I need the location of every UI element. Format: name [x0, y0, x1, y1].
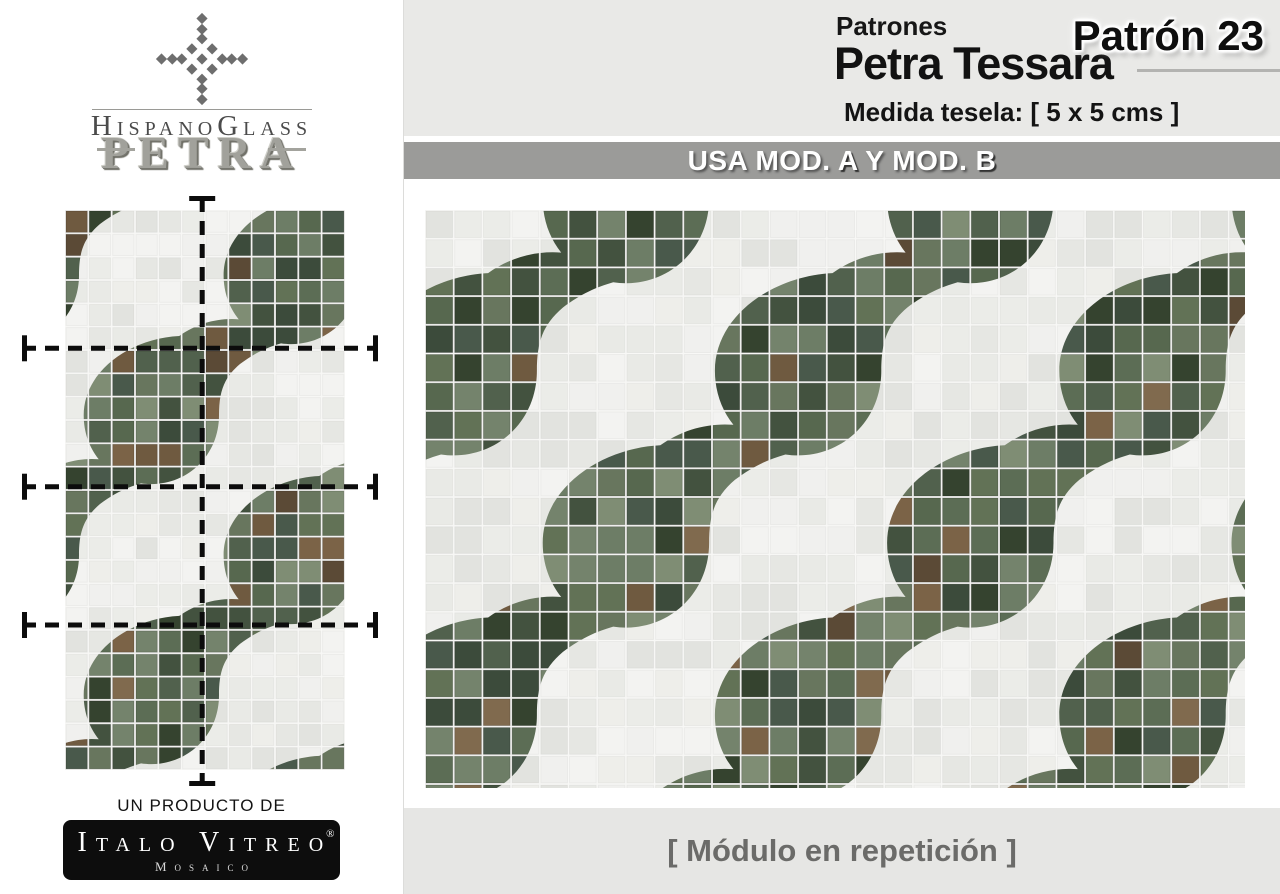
sidebar-brand-panel: HispanoGlass PETRA UN PRODUCTO DE Italo …: [0, 0, 403, 894]
producer-sub-label: Mosaico: [154, 859, 257, 874]
banner-middle: Y MOD.: [857, 145, 976, 176]
brand-hispanoglass-label: HispanoGlass: [90, 110, 313, 142]
petra-flourish-right: [268, 148, 306, 151]
product-note-label: UN PRODUCTO DE: [117, 796, 286, 815]
vertical-divider-line: [403, 0, 404, 894]
diamond-cluster-logo-icon: [155, 12, 249, 106]
brand-petra-logotype: PETRA: [101, 127, 302, 178]
brand-divider-line: [92, 109, 312, 110]
tile-measure-label: Medida tesela: [ 5 x 5 cms ]: [844, 97, 1180, 127]
producer-badge: Italo Vitreo® Mosaico: [63, 820, 340, 880]
producer-name-label: Italo Vitreo®: [77, 827, 335, 858]
pattern-number-label: Patrón 23: [1072, 12, 1264, 59]
footer-caption-band: [ Módulo en repetición ]: [404, 808, 1280, 894]
footer-caption: [ Módulo en repetición ]: [667, 833, 1017, 868]
module-usage-banner: USA MOD. A Y MOD. B: [404, 142, 1280, 179]
title-underline: [1137, 69, 1280, 72]
header-kicker: Patrones: [836, 11, 948, 41]
banner-mod-a: A: [837, 145, 858, 176]
petra-flourish-left: [97, 148, 135, 151]
banner-prefix: USA MOD.: [687, 145, 838, 176]
module-pattern-figure: [22, 196, 378, 786]
page-title: Petra Tessara: [834, 38, 1114, 89]
registered-mark-icon: ®: [326, 828, 335, 840]
repetition-pattern-figure: [425, 210, 1245, 788]
page-header: Patrones Petra Tessara Patrón 23 Medida …: [404, 0, 1280, 136]
banner-mod-b: B: [975, 145, 997, 176]
